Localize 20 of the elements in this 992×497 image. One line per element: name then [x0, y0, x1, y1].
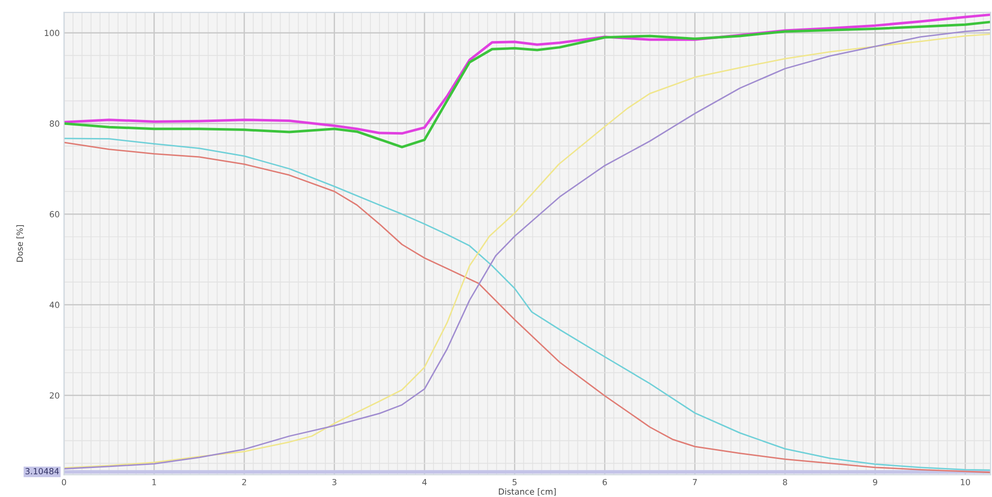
ref-line-label: 3.10484	[26, 468, 59, 474]
x-tick-label: 2	[242, 478, 246, 486]
x-tick-label: 9	[873, 478, 878, 486]
x-tick-label: 3	[332, 478, 336, 486]
x-tick-label: 7	[692, 479, 697, 486]
y-tick-label: 80	[50, 120, 60, 127]
y-tick-label: 100	[44, 30, 60, 36]
x-tick-label: 0	[62, 478, 66, 486]
x-tick-label: 10	[960, 478, 970, 486]
x-tick-label: 1	[152, 479, 156, 486]
x-tick-label: 6	[602, 478, 607, 486]
y-tick-label: 60	[50, 211, 60, 218]
y-tick-label: 40	[50, 302, 60, 308]
x-tick-label: 8	[782, 478, 788, 486]
y-axis-title: Dose [%]	[16, 225, 24, 262]
line-series	[64, 20, 991, 148]
y-tick-label: 20	[50, 392, 60, 399]
x-tick-label: 4	[422, 479, 427, 486]
x-axis-title: Distance [cm]	[498, 488, 556, 496]
x-tick-label: 5	[512, 479, 517, 486]
